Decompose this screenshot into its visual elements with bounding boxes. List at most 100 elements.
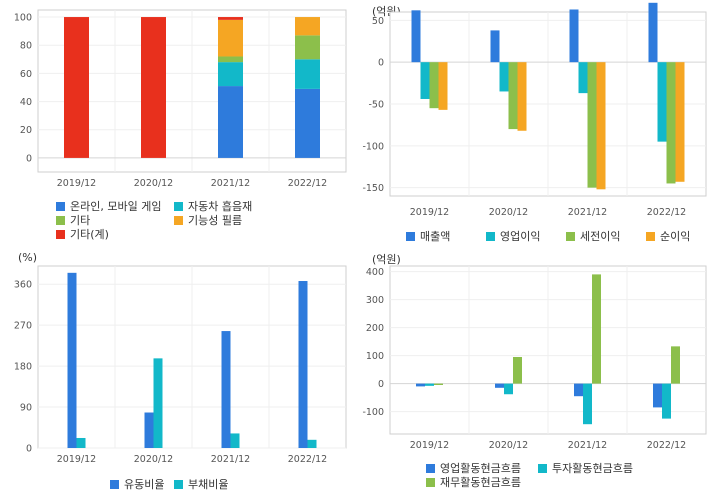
- bar: [592, 274, 601, 384]
- chart-panel-composition: 0 20 40 60 80 100 2019/12 2020/12 2021/12 2022/12…: [0, 0, 360, 248]
- y-tick-label: 300: [366, 295, 384, 306]
- legend-label: 영업활동현금흐름: [440, 462, 521, 475]
- ratio-legend: 유동비율 부채비율: [110, 476, 350, 494]
- legend-swatch: [56, 215, 65, 225]
- legend-swatch: [486, 231, 495, 241]
- legend-swatch: [426, 463, 435, 473]
- bar: [153, 358, 163, 448]
- legend-label: 기능성 필름: [188, 214, 243, 227]
- bar: [295, 88, 320, 158]
- legend-swatch: [174, 215, 183, 225]
- bar: [517, 62, 527, 131]
- y-tick-label: 0: [378, 379, 384, 390]
- bar: [434, 383, 443, 385]
- x-tick-label: 2020/12: [134, 454, 173, 465]
- bar: [513, 357, 522, 384]
- bar: [416, 383, 425, 387]
- legend-label: 자동차 흡음재: [188, 200, 253, 213]
- chart-panel-income: (억원) 50 0 -50 -100 -150 2019/12 2020/12 2021/12…: [360, 0, 720, 248]
- y-tick-label: 400: [366, 267, 384, 278]
- legend-item: 투자활동현금흐름: [538, 460, 633, 476]
- y-tick-label: 20: [20, 125, 32, 136]
- y-tick-label: 80: [20, 41, 32, 52]
- chart-panel-ratios: (%) 0 90 180 270 360 2019/12 2020/12 2021/12 202…: [0, 248, 360, 496]
- chart-panel-cashflow: (억원) 400 300 200 100 0 -100 2019/12 2020/12 2021…: [360, 248, 720, 496]
- y-tick-label: 360: [14, 280, 32, 291]
- legend-item: 세전이익: [566, 228, 620, 244]
- legend-swatch: [646, 231, 655, 241]
- y-tick-label: 100: [14, 13, 32, 24]
- legend-item: 매출액: [406, 228, 450, 244]
- legend-label: 영업이익: [500, 230, 541, 243]
- bar: [495, 383, 504, 388]
- bar: [64, 17, 89, 158]
- x-tick-label: 2022/12: [288, 178, 327, 189]
- legend-label: 온라인, 모바일 게임: [70, 200, 162, 213]
- legend-item: 온라인, 모바일 게임: [56, 198, 161, 214]
- bar: [76, 437, 86, 448]
- bar: [218, 17, 243, 20]
- y-tick-label: 0: [26, 444, 32, 455]
- bar: [218, 86, 243, 158]
- x-tick-label: 2020/12: [489, 440, 528, 451]
- bar: [425, 383, 434, 386]
- x-tick-label: 2021/12: [211, 178, 250, 189]
- y-tick-label: 180: [14, 362, 32, 373]
- y-tick-label: 0: [378, 58, 384, 69]
- income-chart: 50 0 -50 -100 -150 2019/12 2020/12 2021/12 2022/…: [362, 2, 707, 218]
- legend-item: 영업이익: [486, 228, 540, 244]
- bar: [490, 30, 500, 63]
- legend-label: 기타: [70, 214, 91, 227]
- bar: [587, 62, 597, 188]
- y-tick-label: 270: [14, 321, 32, 332]
- legend-swatch: [406, 231, 415, 241]
- bar: [583, 383, 592, 425]
- x-tick-label: 2019/12: [410, 440, 449, 451]
- bar: [508, 62, 518, 130]
- y-tick-label: -50: [368, 100, 384, 111]
- legend-label: 투자활동현금흐름: [552, 462, 633, 475]
- x-tick-label: 2019/12: [57, 178, 96, 189]
- bar: [429, 62, 439, 109]
- bar: [671, 346, 680, 384]
- legend-label: 매출액: [420, 230, 451, 243]
- composition-chart: 0 20 40 60 80 100 2019/12 2020/12 2021/12 2022/12: [14, 9, 347, 189]
- x-tick-label: 2022/12: [647, 440, 686, 451]
- bar: [569, 9, 579, 63]
- bar: [218, 62, 243, 87]
- y-tick-label: -150: [362, 183, 384, 194]
- legend-item: 기타(계): [56, 226, 109, 242]
- x-tick-label: 2021/12: [568, 440, 607, 451]
- bar: [504, 383, 513, 395]
- legend-item: 기타: [56, 212, 90, 228]
- bar: [295, 17, 320, 36]
- ratio-unit-label: (%): [18, 251, 38, 264]
- bar: [295, 59, 320, 89]
- legend-swatch: [538, 463, 547, 473]
- bar: [653, 383, 662, 408]
- bar: [144, 412, 154, 448]
- y-tick-label: -100: [362, 407, 384, 418]
- legend-label: 유동비율: [124, 478, 165, 491]
- bar: [662, 383, 671, 419]
- legend-swatch: [426, 477, 435, 487]
- y-tick-label: 90: [20, 403, 32, 414]
- bar: [230, 433, 240, 448]
- x-tick-label: 2019/12: [410, 207, 449, 218]
- legend-item: 자동차 흡음재: [174, 198, 252, 214]
- bar: [499, 62, 509, 92]
- y-tick-label: 40: [20, 97, 32, 108]
- legend-swatch: [174, 479, 183, 489]
- bar: [295, 35, 320, 60]
- x-tick-label: 2021/12: [211, 454, 250, 465]
- bar: [67, 272, 77, 448]
- legend-swatch: [110, 479, 119, 489]
- bar: [578, 62, 588, 94]
- legend-item: 유동비율: [110, 476, 164, 492]
- legend-item: 순이익: [646, 228, 690, 244]
- legend-item: 기능성 필름: [174, 212, 242, 228]
- x-tick-label: 2022/12: [647, 207, 686, 218]
- legend-label: 순이익: [660, 230, 691, 243]
- cashflow-chart: 400 300 200 100 0 -100 2019/12 2020/12 2021/12 20…: [362, 265, 707, 451]
